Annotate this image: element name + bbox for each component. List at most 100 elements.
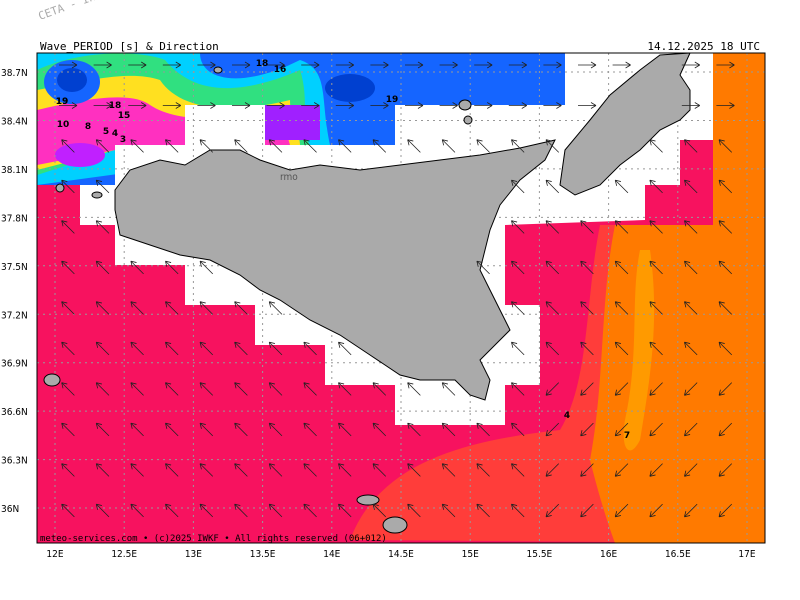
direction-arrow bbox=[545, 220, 560, 234]
direction-arrow bbox=[61, 260, 75, 275]
direction-arrow bbox=[335, 61, 355, 69]
direction-arrow bbox=[580, 463, 594, 477]
landmass bbox=[114, 139, 556, 401]
direction-arrow bbox=[511, 422, 525, 437]
direction-arrow bbox=[303, 422, 317, 437]
direction-arrow bbox=[93, 102, 112, 109]
direction-arrow bbox=[718, 260, 733, 275]
direction-arrow bbox=[476, 503, 490, 518]
direction-arrow bbox=[268, 139, 283, 153]
direction-arrow bbox=[578, 61, 597, 69]
direction-arrow bbox=[61, 220, 75, 234]
direction-arrow bbox=[338, 382, 352, 396]
direction-arrow bbox=[684, 341, 698, 356]
direction-arrow bbox=[338, 463, 352, 477]
direction-arrow bbox=[61, 382, 75, 396]
direction-arrow bbox=[684, 179, 698, 194]
landmass bbox=[559, 52, 691, 196]
watermark: CETA - Ins bbox=[37, 0, 104, 23]
period-core bbox=[55, 143, 105, 167]
direction-arrow bbox=[128, 102, 147, 109]
contour-label: 16 bbox=[274, 65, 287, 75]
direction-arrow bbox=[718, 341, 733, 356]
contour-label: 10 bbox=[57, 120, 70, 130]
direction-arrow bbox=[232, 61, 251, 69]
lat-label: 37.8N bbox=[1, 213, 28, 224]
direction-arrow bbox=[303, 503, 317, 518]
direction-arrow bbox=[59, 102, 78, 109]
direction-arrow bbox=[268, 503, 283, 518]
direction-arrow bbox=[439, 61, 458, 69]
lon-label: 12.5E bbox=[111, 549, 137, 560]
period-core bbox=[265, 105, 320, 140]
direction-arrow bbox=[545, 179, 560, 194]
direction-arrow bbox=[684, 139, 698, 153]
direction-arrow bbox=[162, 61, 182, 69]
direction-arrow bbox=[95, 463, 110, 477]
direction-arrow bbox=[405, 61, 424, 69]
direction-arrow bbox=[649, 463, 663, 477]
direction-arrow bbox=[61, 341, 75, 356]
direction-arrow bbox=[614, 301, 629, 315]
direction-arrow bbox=[578, 102, 597, 109]
direction-arrow bbox=[338, 422, 352, 437]
direction-arrow bbox=[681, 61, 701, 69]
direction-arrow bbox=[95, 341, 110, 356]
direction-arrow bbox=[372, 463, 387, 477]
island bbox=[382, 516, 408, 534]
direction-arrow bbox=[199, 503, 214, 518]
wave-directions bbox=[59, 61, 735, 518]
direction-arrow bbox=[197, 102, 216, 109]
direction-arrow bbox=[268, 301, 283, 315]
direction-arrow bbox=[545, 503, 560, 518]
direction-arrow bbox=[614, 503, 629, 518]
period-core bbox=[57, 68, 87, 92]
direction-arrow bbox=[162, 102, 182, 109]
direction-arrow bbox=[543, 102, 562, 109]
direction-arrow bbox=[476, 260, 490, 275]
direction-arrow bbox=[543, 61, 562, 69]
direction-arrow bbox=[165, 260, 179, 275]
direction-arrow bbox=[165, 503, 179, 518]
direction-arrow bbox=[439, 102, 458, 109]
direction-arrow bbox=[684, 463, 698, 477]
direction-arrow bbox=[545, 422, 560, 437]
direction-arrow bbox=[130, 422, 144, 437]
direction-arrow bbox=[684, 260, 698, 275]
direction-arrow bbox=[684, 382, 698, 396]
contour-label: 15 bbox=[118, 111, 131, 121]
direction-arrow bbox=[612, 61, 631, 69]
direction-arrow bbox=[268, 463, 283, 477]
lat-label: 38.4N bbox=[1, 116, 28, 127]
lat-label: 37.2N bbox=[1, 310, 28, 321]
direction-arrow bbox=[649, 260, 663, 275]
direction-arrow bbox=[580, 220, 594, 234]
direction-arrow bbox=[61, 503, 75, 518]
direction-arrow bbox=[718, 503, 733, 518]
island bbox=[463, 115, 473, 125]
island bbox=[55, 183, 65, 193]
direction-arrow bbox=[511, 301, 525, 315]
direction-arrow bbox=[511, 179, 525, 194]
direction-arrow bbox=[268, 341, 283, 356]
lat-label: 38.1N bbox=[1, 165, 28, 176]
direction-arrow bbox=[95, 382, 110, 396]
direction-arrow bbox=[441, 463, 456, 477]
direction-arrow bbox=[405, 102, 424, 109]
direction-arrow bbox=[474, 102, 493, 109]
direction-arrow bbox=[370, 102, 389, 109]
period-core bbox=[325, 74, 375, 102]
direction-arrow bbox=[684, 301, 698, 315]
direction-arrow bbox=[508, 102, 528, 109]
direction-arrow bbox=[718, 463, 733, 477]
direction-arrow bbox=[649, 179, 663, 194]
direction-arrow bbox=[545, 463, 560, 477]
direction-arrow bbox=[128, 61, 147, 69]
direction-arrow bbox=[165, 422, 179, 437]
direction-arrow bbox=[234, 422, 248, 437]
direction-arrow bbox=[684, 503, 698, 518]
direction-arrow bbox=[614, 463, 629, 477]
direction-arrow bbox=[614, 179, 629, 194]
direction-arrow bbox=[234, 463, 248, 477]
